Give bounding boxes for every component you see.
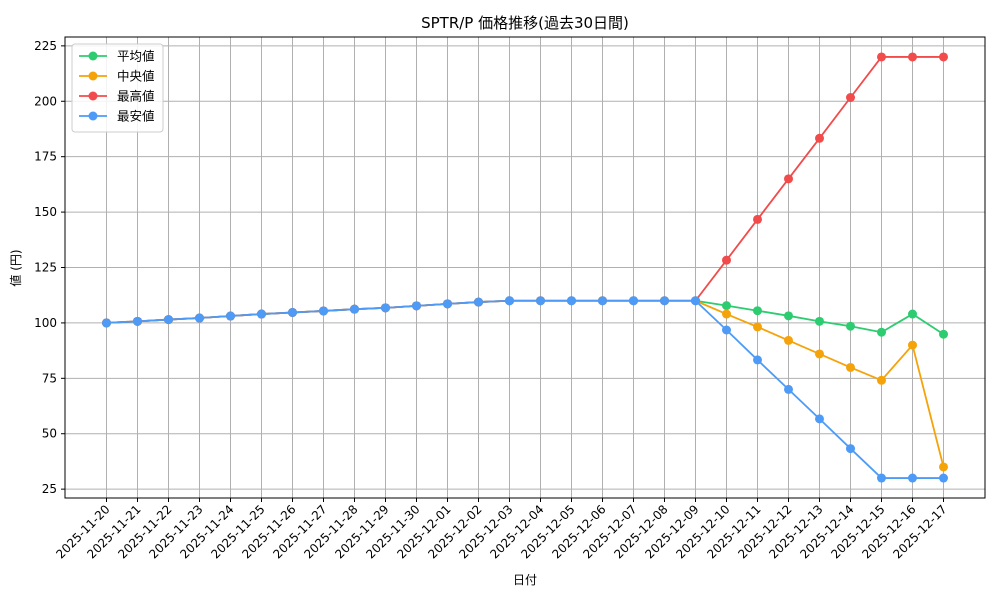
data-point-marker <box>536 296 545 306</box>
y-axis-label: 値 (円) <box>8 249 23 286</box>
y-tick-label: 175 <box>34 150 57 164</box>
data-point-marker <box>908 340 917 350</box>
data-point-marker <box>753 355 762 365</box>
data-point-marker <box>908 473 917 483</box>
data-point-marker <box>846 444 855 454</box>
data-point-marker <box>722 325 731 335</box>
data-point-marker <box>877 52 886 62</box>
data-point-marker <box>505 296 514 306</box>
series-最安値 <box>102 296 948 483</box>
data-point-marker <box>722 309 731 319</box>
y-tick-label: 200 <box>34 94 57 108</box>
y-tick-label: 225 <box>34 39 57 53</box>
y-tick-label: 25 <box>42 482 57 496</box>
data-point-marker <box>381 303 390 313</box>
data-point-marker <box>846 321 855 331</box>
legend-marker-icon <box>88 91 98 101</box>
data-point-marker <box>629 296 638 306</box>
series-line <box>106 299 945 468</box>
series-最高値 <box>102 52 948 328</box>
chart-title: SPTR/P 価格推移(過去30日間) <box>421 14 629 32</box>
data-point-marker <box>784 384 793 394</box>
data-point-marker <box>350 304 359 314</box>
data-point-marker <box>939 329 948 339</box>
data-point-marker <box>195 313 204 323</box>
data-point-marker <box>474 297 483 307</box>
data-point-marker <box>784 335 793 345</box>
data-point-marker <box>257 309 266 319</box>
data-point-marker <box>846 93 855 103</box>
data-point-marker <box>815 349 824 359</box>
data-point-marker <box>846 362 855 372</box>
data-point-marker <box>939 473 948 483</box>
data-point-marker <box>412 301 421 311</box>
data-point-marker <box>443 299 452 309</box>
data-point-marker <box>722 255 731 265</box>
data-point-marker <box>722 301 731 311</box>
legend-marker-icon <box>88 111 98 121</box>
data-point-marker <box>908 309 917 319</box>
data-point-marker <box>102 318 111 328</box>
data-point-marker <box>598 296 607 306</box>
grid-lines <box>65 37 985 498</box>
y-axis: 25 50 75 100 125 150 175 200 225 <box>34 39 65 496</box>
data-point-marker <box>877 327 886 337</box>
data-point-marker <box>815 414 824 424</box>
data-point-marker <box>226 311 235 321</box>
y-tick-label: 50 <box>42 427 57 441</box>
data-point-marker <box>784 174 793 184</box>
y-tick-label: 125 <box>34 261 57 275</box>
y-tick-label: 75 <box>42 371 57 385</box>
legend-label: 中央値 <box>117 69 155 84</box>
data-point-marker <box>567 296 576 306</box>
data-point-marker <box>753 306 762 316</box>
legend-item: 最安値 <box>79 109 155 124</box>
data-point-marker <box>288 307 297 317</box>
legend-label: 最高値 <box>117 89 155 104</box>
y-tick-label: 100 <box>34 316 57 330</box>
legend-label: 平均値 <box>117 49 155 64</box>
legend-marker-icon <box>88 71 98 81</box>
data-point-marker <box>691 296 700 306</box>
y-tick-label: 150 <box>34 205 57 219</box>
legend-item: 平均値 <box>79 49 155 64</box>
data-point-marker <box>319 306 328 316</box>
data-point-marker <box>908 52 917 62</box>
data-point-marker <box>164 315 173 325</box>
series-lines <box>102 52 948 483</box>
data-point-marker <box>753 322 762 332</box>
data-point-marker <box>939 462 948 472</box>
legend-marker-icon <box>88 51 98 61</box>
x-axis: 2025-11-202025-11-212025-11-222025-11-23… <box>53 498 950 561</box>
data-point-marker <box>877 473 886 483</box>
legend-item: 最高値 <box>79 89 155 104</box>
data-point-marker <box>660 296 669 306</box>
series-line <box>106 56 944 324</box>
data-point-marker <box>877 375 886 385</box>
data-point-marker <box>815 316 824 326</box>
data-point-marker <box>784 311 793 321</box>
series-line <box>106 299 944 479</box>
data-point-marker <box>939 52 948 62</box>
legend-item: 中央値 <box>79 69 155 84</box>
data-point-marker <box>133 316 142 326</box>
data-point-marker <box>753 214 762 224</box>
legend-label: 最安値 <box>117 109 155 124</box>
data-point-marker <box>815 133 824 143</box>
legend-box <box>71 43 164 133</box>
x-axis-label: 日付 <box>513 573 537 587</box>
